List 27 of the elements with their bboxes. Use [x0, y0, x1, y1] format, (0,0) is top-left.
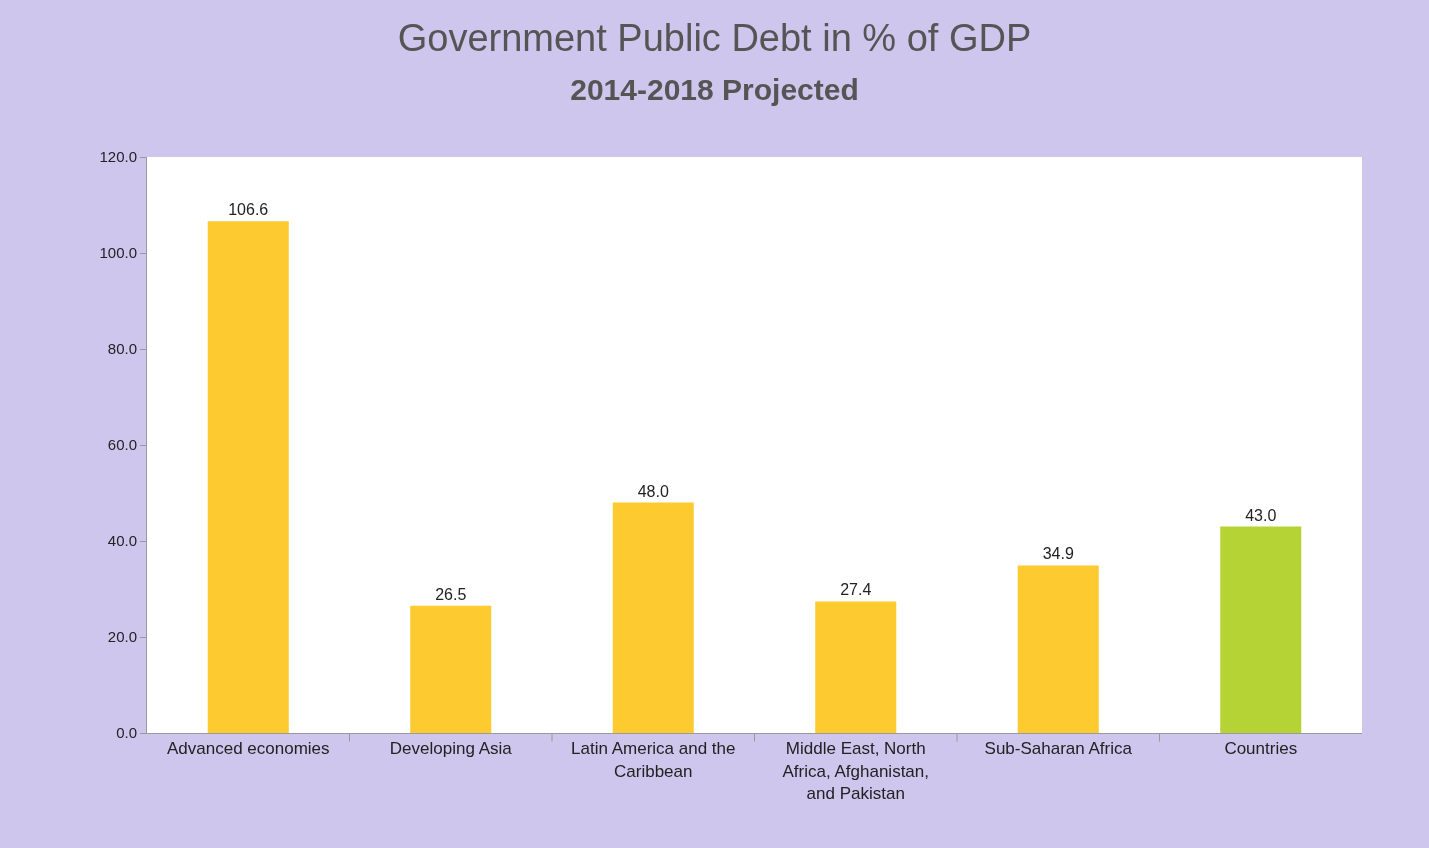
x-tick-label: Countries	[1224, 739, 1298, 759]
data-label: 106.6	[228, 201, 269, 219]
data-label: 26.5	[435, 585, 467, 603]
y-tick-label: 60.0	[107, 436, 137, 454]
bar	[410, 605, 492, 733]
bar	[207, 221, 289, 733]
x-tick-label: Middle East, North Africa, Afghanistan, and Pakistan	[782, 739, 929, 803]
x-tick-label: Latin America and the Caribbean	[571, 739, 736, 781]
x-tick-label: Sub-Saharan Africa	[984, 739, 1133, 759]
data-label: 48.0	[637, 482, 669, 500]
x-tick-label: Advanced economies	[166, 739, 330, 759]
bar	[1017, 565, 1099, 733]
y-tick-label: 80.0	[107, 340, 137, 358]
chart-subtitle: 2014-2018 Projected	[570, 73, 859, 107]
bar	[612, 502, 694, 733]
data-label: 34.9	[1042, 545, 1074, 563]
bar	[1220, 526, 1302, 733]
y-tick-label: 120.0	[99, 148, 137, 166]
y-tick-label: 0.0	[116, 724, 137, 742]
y-tick-label: 100.0	[99, 244, 137, 262]
bar	[815, 601, 897, 733]
x-tick-label: Developing Asia	[389, 739, 513, 759]
y-tick-label: 20.0	[107, 628, 137, 646]
data-label: 27.4	[840, 581, 872, 599]
data-label: 43.0	[1245, 506, 1277, 524]
y-tick-label: 40.0	[107, 532, 137, 550]
chart-title: Government Public Debt in % of GDP	[397, 16, 1032, 59]
